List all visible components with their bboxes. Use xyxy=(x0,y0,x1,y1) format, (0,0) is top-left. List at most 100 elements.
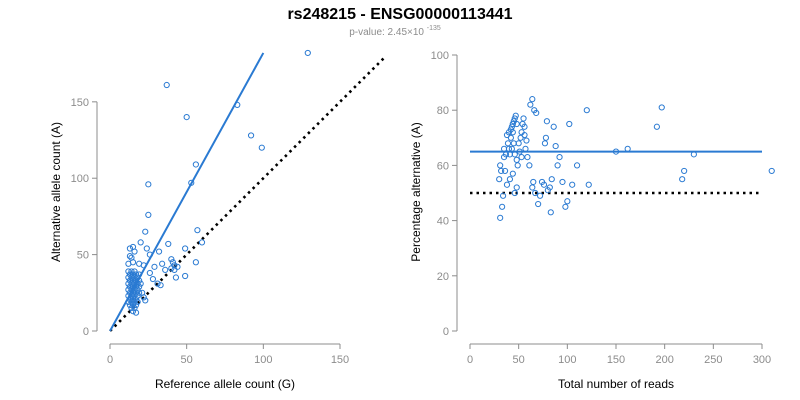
data-point xyxy=(132,289,140,296)
data-point xyxy=(131,274,138,281)
data-point xyxy=(612,148,620,155)
data-point xyxy=(511,115,518,122)
data-point xyxy=(511,151,518,158)
data-point xyxy=(163,81,170,89)
data-point xyxy=(497,162,504,169)
data-point xyxy=(527,101,534,108)
y-axis-title: Percentage alternative (A) xyxy=(409,122,423,261)
data-point xyxy=(502,151,510,158)
y-tick-label: 20 xyxy=(437,271,449,283)
data-point xyxy=(125,268,132,275)
data-point xyxy=(132,283,140,290)
data-point xyxy=(513,184,520,191)
data-point xyxy=(126,295,134,303)
data-point xyxy=(129,295,137,303)
data-point xyxy=(569,181,576,188)
data-point xyxy=(128,286,135,293)
data-point xyxy=(521,131,528,139)
data-point xyxy=(125,274,132,281)
x-tick-label: 250 xyxy=(704,354,722,366)
data-point xyxy=(174,263,181,270)
chart-title: rs248215 - ENSG00000113441 xyxy=(287,6,512,23)
data-point xyxy=(131,286,138,293)
y-tick-label: 0 xyxy=(83,326,89,338)
data-point xyxy=(192,161,199,168)
y-tick-label: 100 xyxy=(71,173,89,185)
data-point xyxy=(509,170,516,177)
data-point xyxy=(136,277,143,284)
data-point xyxy=(546,184,553,191)
data-point xyxy=(530,178,537,186)
data-point xyxy=(542,134,550,141)
data-point xyxy=(188,179,195,186)
panel-allele-counts: 0 50 100 150 0 50 100 150 Reference allele count… xyxy=(49,49,387,391)
data-point xyxy=(172,274,180,281)
data-point xyxy=(126,245,134,252)
data-point xyxy=(165,240,172,248)
data-point xyxy=(543,118,550,125)
data-point xyxy=(541,140,549,147)
data-point xyxy=(182,245,189,252)
data-point xyxy=(128,274,135,281)
data-point xyxy=(134,286,141,293)
data-point xyxy=(183,114,190,121)
data-point xyxy=(500,145,508,152)
x-axis-title: Reference allele count (G) xyxy=(155,377,295,391)
data-point xyxy=(304,49,311,57)
data-point xyxy=(521,123,528,130)
data-point xyxy=(128,280,135,287)
data-point xyxy=(524,154,531,161)
data-point xyxy=(529,96,536,103)
data-point xyxy=(522,145,529,152)
data-point xyxy=(562,203,569,210)
data-point xyxy=(566,120,573,128)
data-point xyxy=(499,203,506,210)
data-point xyxy=(247,132,255,139)
data-point xyxy=(504,140,512,147)
chart-subtitle: p-value: 2.45×10 -135 xyxy=(349,25,441,38)
data-point xyxy=(506,176,514,183)
data-point xyxy=(145,181,152,188)
data-point xyxy=(513,156,520,163)
data-point xyxy=(142,228,149,235)
data-point xyxy=(503,181,511,188)
data-point xyxy=(132,271,140,278)
data-point xyxy=(159,260,166,267)
data-point xyxy=(134,298,141,306)
x-tick-label: 50 xyxy=(513,354,525,366)
data-point xyxy=(154,280,161,287)
data-point xyxy=(168,265,175,272)
data-point xyxy=(194,227,201,234)
data-point xyxy=(136,283,143,290)
data-point xyxy=(129,301,137,309)
data-point xyxy=(131,248,138,255)
data-point xyxy=(131,280,138,287)
data-point xyxy=(516,148,523,155)
y-tick-label: 150 xyxy=(71,97,89,109)
data-point xyxy=(131,292,138,299)
data-point xyxy=(157,282,164,289)
data-point xyxy=(134,280,141,287)
data-point xyxy=(583,107,590,114)
x-tick-label: 100 xyxy=(558,354,576,366)
data-point xyxy=(653,123,660,130)
x-tick-label: 150 xyxy=(331,354,349,366)
data-point xyxy=(131,268,138,275)
data-point xyxy=(132,309,140,316)
data-point xyxy=(126,289,134,296)
y-tick-label: 50 xyxy=(77,250,89,262)
data-point xyxy=(132,295,140,303)
data-point xyxy=(518,154,525,161)
data-point xyxy=(131,298,138,306)
data-point xyxy=(129,277,137,284)
x-tick-label: 150 xyxy=(607,354,625,366)
y-axis-title: Alternative allele count (A) xyxy=(49,122,63,262)
data-point xyxy=(134,292,141,299)
data-point xyxy=(548,176,555,183)
data-point xyxy=(146,251,153,258)
data-point xyxy=(126,253,134,260)
data-point xyxy=(532,189,539,197)
data-point xyxy=(125,292,132,299)
data-point xyxy=(526,162,533,169)
